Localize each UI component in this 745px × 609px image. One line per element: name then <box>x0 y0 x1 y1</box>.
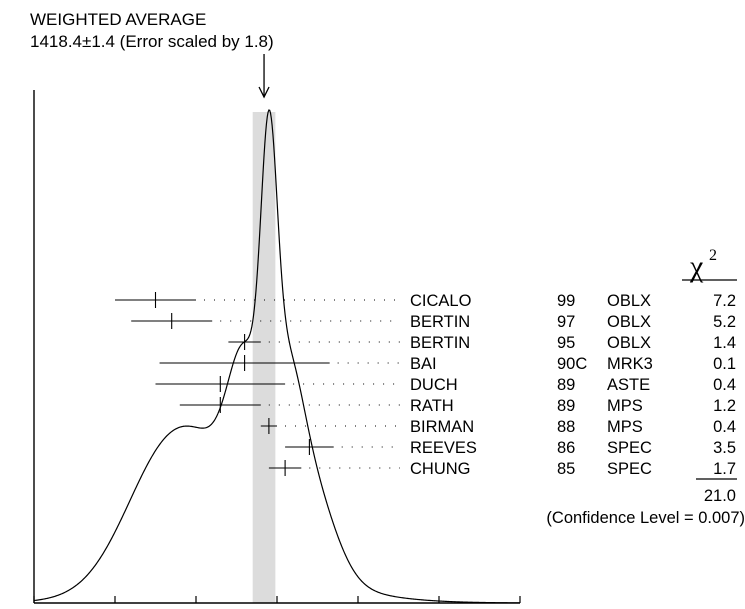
chi2-value: 0.4 <box>713 418 736 436</box>
ideogram-layer <box>33 109 520 604</box>
year-label: 95 <box>557 334 575 352</box>
author-label: BAI <box>410 355 437 373</box>
technique-label: OBLX <box>607 313 651 331</box>
year-label: 85 <box>557 460 575 478</box>
year-label: 89 <box>557 397 575 415</box>
author-label: RATH <box>410 397 454 415</box>
author-label: DUCH <box>410 376 458 394</box>
year-label: 89 <box>557 376 575 394</box>
technique-label: MPS <box>607 418 643 436</box>
measurement-row: RATH 89 MPS 1.2 <box>179 397 736 415</box>
chi2-exponent: 2 <box>709 247 717 264</box>
measurement-rows: CICALO 99 OBLX 7.2 BERTIN 97 OBLX 5.2 BERTIN 95 OB… <box>115 292 736 478</box>
measurement-row: CICALO 99 OBLX 7.2 <box>115 292 736 310</box>
author-label: REEVES <box>410 439 477 457</box>
author-label: BERTIN <box>410 313 470 331</box>
technique-label: SPEC <box>607 439 652 457</box>
confidence-level: (Confidence Level = 0.007) <box>546 509 745 527</box>
year-label: 99 <box>557 292 575 310</box>
measurement-row: BIRMAN 88 MPS 0.4 <box>260 418 736 436</box>
technique-label: MPS <box>607 397 643 415</box>
measurement-row: BAI 90C MRK3 0.1 <box>159 355 736 373</box>
chi2-value: 5.2 <box>713 313 736 331</box>
chi2-value: 7.2 <box>713 292 736 310</box>
measurement-row: BERTIN 95 OBLX 1.4 <box>228 334 736 352</box>
average-arrow <box>258 54 270 99</box>
year-label: 97 <box>557 313 575 331</box>
technique-label: ASTE <box>607 376 650 394</box>
chart-title: WEIGHTED AVERAGE <box>30 10 206 29</box>
measurement-row: CHUNG 85 SPEC 1.7 <box>268 460 736 478</box>
chi2-total: 21.0 <box>704 487 736 505</box>
author-label: BERTIN <box>410 334 470 352</box>
technique-label: SPEC <box>607 460 652 478</box>
year-label: 90C <box>557 355 587 373</box>
chi2-value: 0.4 <box>713 376 736 394</box>
measurement-row: BERTIN 97 OBLX 5.2 <box>131 313 736 331</box>
x-axis-ticks: 1390140014101420143014401450 <box>33 596 521 603</box>
chi2-value: 1.4 <box>713 334 736 352</box>
technique-label: OBLX <box>607 292 651 310</box>
average-band <box>252 112 276 603</box>
chi2-value: 3.5 <box>713 439 736 457</box>
author-label: CICALO <box>410 292 472 310</box>
chi2-value: 1.2 <box>713 397 736 415</box>
technique-label: MRK3 <box>607 355 653 373</box>
chi2-value: 0.1 <box>713 355 736 373</box>
measurement-row: DUCH 89 ASTE 0.4 <box>155 376 736 394</box>
chart-subtitle: 1418.4±1.4 (Error scaled by 1.8) <box>30 32 274 51</box>
year-label: 88 <box>557 418 575 436</box>
author-label: BIRMAN <box>410 418 474 436</box>
ideogram-curve <box>33 109 520 604</box>
chi2-value: 1.7 <box>713 460 736 478</box>
author-label: CHUNG <box>410 460 471 478</box>
technique-label: OBLX <box>607 334 651 352</box>
measurement-row: REEVES 86 SPEC 3.5 <box>285 439 736 457</box>
chi2-symbol: χ <box>689 250 704 283</box>
year-label: 86 <box>557 439 575 457</box>
